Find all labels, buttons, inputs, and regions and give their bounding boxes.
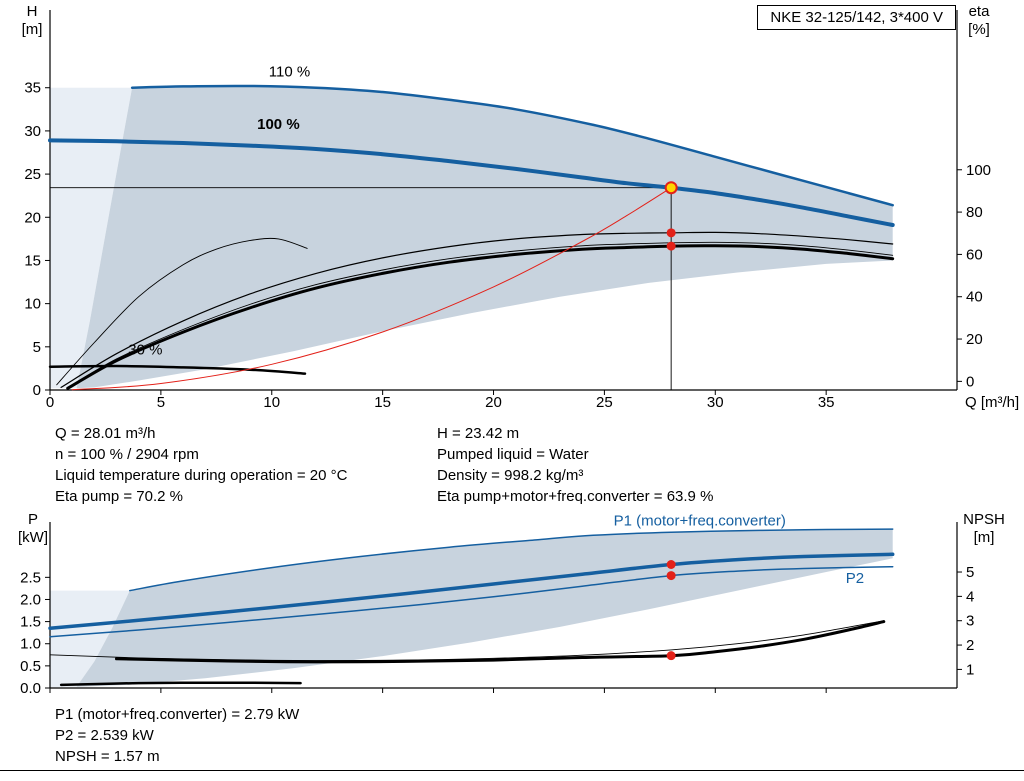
axis-label: [m] [974,529,995,546]
p1-band-top [129,528,894,592]
x-tick-label: 35 [818,394,835,411]
axis-label: eta [969,3,991,20]
axis-label: NPSH [963,511,1005,528]
dot-p1 [666,559,676,569]
y-tick-label: 0.5 [20,658,41,675]
y2-tick-label: 2 [966,637,974,654]
y-tick-label: 1.0 [20,636,41,653]
curve-110pct [130,84,894,207]
y-tick-label: 5 [33,339,41,356]
info-eta-pump: Eta pump = 70.2 % [55,488,183,505]
y2-tick-label: 20 [966,331,983,348]
y2-tick-label: 0 [966,373,974,390]
envelope-light [50,87,133,389]
x-tick-label: 10 [263,394,280,411]
power-envelope [76,529,893,687]
info-head: H = 23.42 m [437,425,520,442]
y2-tick-label: 40 [966,289,983,306]
x-tick-label: 5 [157,394,165,411]
info-p2: P2 = 2.539 kW [55,727,154,744]
bottom-divider [0,770,1024,771]
axis-label: [m] [22,21,43,38]
eta-arc-small [56,237,308,386]
eta-total-thin [67,241,894,389]
curve-label-P2: P2 [846,570,864,587]
info-q: Q = 28.01 m³/h [55,425,156,442]
duty-point [664,181,678,195]
y-tick-label: 0.0 [20,680,41,697]
power-npsh-chart: 0.0 0.5 1.0 1.5 2.0 2.5 1 2 3 4 5 P1 (motor+freq.co… [18,511,1005,697]
info-density: Density = 998.2 kg/m³ [437,467,584,484]
x-tick-label: 30 [707,394,724,411]
dot-p2 [666,571,676,581]
y2-tick-label: 100 [966,162,991,179]
system-curve [71,187,672,391]
pump-model-title: NKE 32-125/142, 3*400 V [757,5,956,30]
axis-label: H [27,3,38,20]
npsh-curve [115,620,886,664]
y-tick-label: 2.0 [20,591,41,608]
power-envelope-light [50,590,130,688]
x-axis-label: Q [m³/h] [965,394,1019,411]
x-tick-label: 25 [596,394,613,411]
y2-tick-label: 3 [966,613,974,630]
info-eta-total: Eta pump+motor+freq.converter = 63.9 % [437,488,714,505]
axis-label: [%] [968,21,990,38]
info-speed: n = 100 % / 2904 rpm [55,446,199,463]
axis-label: P [28,511,38,528]
y-tick-label: 2.5 [20,569,41,586]
curve-30pct [48,364,307,375]
y-tick-label: 30 [24,123,41,140]
axis-label: [kW] [18,529,48,546]
eta-total-bold [66,244,895,390]
dot-eta-total [666,241,676,251]
info-npsh: NPSH = 1.57 m [55,748,160,765]
operating-data-left: Q = 28.01 m³/h n = 100 % / 2904 rpm Liqu… [55,423,347,507]
y-tick-label: 15 [24,252,41,269]
eta-pump-curve [60,231,894,388]
dot-npsh [666,651,676,661]
hq-chart: 0 5 10 15 20 25 30 35 0 5 10 15 20 25 30 35 0 20 40 60 80 100… [22,3,1020,411]
y2-tick-label: 4 [966,588,974,605]
x-tick-label: 20 [485,394,502,411]
info-p1: P1 (motor+freq.converter) = 2.79 kW [55,706,300,723]
y-tick-label: 35 [24,80,41,97]
info-temp: Liquid temperature during operation = 20… [55,467,348,484]
curve-label-110-: 110 % [269,64,310,81]
y-tick-label: 0 [33,382,41,399]
curve-label-30-: 30 % [128,342,162,359]
power-data: P1 (motor+freq.converter) = 2.79 kW P2 =… [55,704,299,767]
curve-100pct [48,138,895,227]
y-tick-label: 1.5 [20,614,41,631]
y-tick-label: 25 [24,166,41,183]
curve-label-100-: 100 % [257,116,300,133]
operating-envelope [76,86,893,389]
x-tick-label: 15 [374,394,391,411]
y2-tick-label: 5 [966,564,974,581]
x-tick-label: 0 [46,394,54,411]
operating-data-right: H = 23.42 m Pumped liquid = Water Densit… [437,423,713,507]
p-30pct [59,681,302,687]
dot-eta-pump [666,228,676,238]
p1-curve [48,552,895,630]
y2-tick-label: 1 [966,661,974,678]
y-tick-label: 20 [24,209,41,226]
y2-tick-label: 60 [966,246,983,263]
y-tick-label: 10 [24,296,41,313]
p2-curve [49,565,894,638]
y2-tick-label: 80 [966,204,983,221]
curve-label-P1-motor-freq-converter-: P1 (motor+freq.converter) [614,513,786,530]
info-liquid: Pumped liquid = Water [437,446,589,463]
